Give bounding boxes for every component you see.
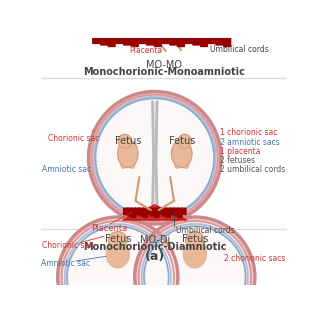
Circle shape (135, 217, 255, 320)
Circle shape (139, 221, 251, 320)
Text: Placenta: Placenta (129, 46, 163, 55)
Text: Fetus: Fetus (169, 136, 195, 146)
Circle shape (146, 228, 243, 320)
Text: Fetus: Fetus (182, 234, 208, 244)
FancyBboxPatch shape (139, 208, 144, 216)
FancyBboxPatch shape (100, 38, 108, 45)
Ellipse shape (108, 232, 127, 249)
FancyBboxPatch shape (158, 208, 163, 214)
FancyBboxPatch shape (170, 208, 174, 214)
Text: 2 amniotic sacs: 2 amniotic sacs (220, 138, 280, 147)
Ellipse shape (131, 153, 137, 162)
FancyBboxPatch shape (135, 208, 140, 214)
Text: Chorionic sac: Chorionic sac (42, 241, 94, 250)
FancyBboxPatch shape (150, 208, 155, 216)
Circle shape (89, 92, 221, 224)
FancyBboxPatch shape (166, 208, 171, 217)
FancyBboxPatch shape (143, 208, 148, 217)
Ellipse shape (183, 240, 206, 268)
FancyBboxPatch shape (193, 38, 200, 45)
FancyBboxPatch shape (208, 38, 215, 44)
Ellipse shape (185, 153, 190, 162)
Text: 1 chorionic sac: 1 chorionic sac (220, 129, 277, 138)
Text: Placenta: Placenta (91, 224, 127, 233)
Text: Fetus: Fetus (105, 234, 131, 244)
FancyBboxPatch shape (116, 38, 123, 44)
FancyBboxPatch shape (224, 38, 231, 46)
Text: Fetus: Fetus (115, 136, 141, 146)
FancyBboxPatch shape (131, 38, 138, 46)
FancyBboxPatch shape (139, 38, 146, 44)
FancyBboxPatch shape (178, 38, 184, 46)
Ellipse shape (119, 153, 125, 162)
Ellipse shape (117, 140, 138, 168)
Text: 2 fetuses: 2 fetuses (220, 156, 255, 165)
Text: 2 chorionic sacs: 2 chorionic sacs (224, 254, 285, 263)
Text: Monochorionic-Monoamniotic: Monochorionic-Monoamniotic (83, 67, 245, 77)
FancyBboxPatch shape (185, 38, 192, 44)
FancyBboxPatch shape (124, 208, 128, 214)
Text: 1 placenta: 1 placenta (220, 147, 261, 156)
Ellipse shape (178, 134, 191, 148)
FancyBboxPatch shape (170, 38, 177, 45)
FancyBboxPatch shape (127, 208, 132, 216)
Ellipse shape (175, 161, 180, 168)
FancyBboxPatch shape (162, 208, 167, 216)
Text: Amniotic sac: Amniotic sac (41, 259, 90, 268)
Text: MO-MO: MO-MO (146, 60, 182, 70)
FancyBboxPatch shape (108, 38, 115, 46)
FancyBboxPatch shape (147, 38, 154, 45)
Ellipse shape (106, 240, 129, 268)
Text: Amniotic sac: Amniotic sac (42, 162, 97, 174)
Text: 2 umbilical cords: 2 umbilical cords (220, 165, 285, 174)
Ellipse shape (172, 140, 192, 168)
FancyBboxPatch shape (174, 208, 178, 216)
Polygon shape (123, 205, 187, 220)
Ellipse shape (173, 153, 179, 162)
FancyBboxPatch shape (93, 38, 100, 44)
Text: Umbilical cords: Umbilical cords (210, 44, 269, 53)
FancyBboxPatch shape (178, 208, 182, 217)
Circle shape (61, 221, 174, 320)
Text: Monochorionic-Diamniotic: Monochorionic-Diamniotic (83, 242, 227, 252)
FancyBboxPatch shape (181, 208, 186, 214)
FancyBboxPatch shape (154, 38, 161, 46)
Text: Chorionic sac: Chorionic sac (49, 131, 100, 143)
Ellipse shape (184, 161, 189, 168)
FancyBboxPatch shape (216, 38, 223, 45)
Ellipse shape (118, 134, 132, 148)
Ellipse shape (121, 161, 126, 168)
FancyBboxPatch shape (131, 208, 136, 217)
FancyBboxPatch shape (124, 38, 131, 45)
Text: Umbilical cords: Umbilical cords (176, 226, 234, 235)
Ellipse shape (130, 161, 135, 168)
Circle shape (69, 228, 166, 320)
FancyBboxPatch shape (162, 38, 169, 44)
FancyBboxPatch shape (201, 38, 207, 46)
Circle shape (58, 217, 178, 320)
Text: MO-Di: MO-Di (140, 235, 170, 245)
Text: (a): (a) (145, 250, 165, 263)
Circle shape (96, 99, 213, 216)
Ellipse shape (186, 232, 204, 249)
FancyBboxPatch shape (147, 208, 151, 214)
FancyBboxPatch shape (154, 208, 159, 217)
